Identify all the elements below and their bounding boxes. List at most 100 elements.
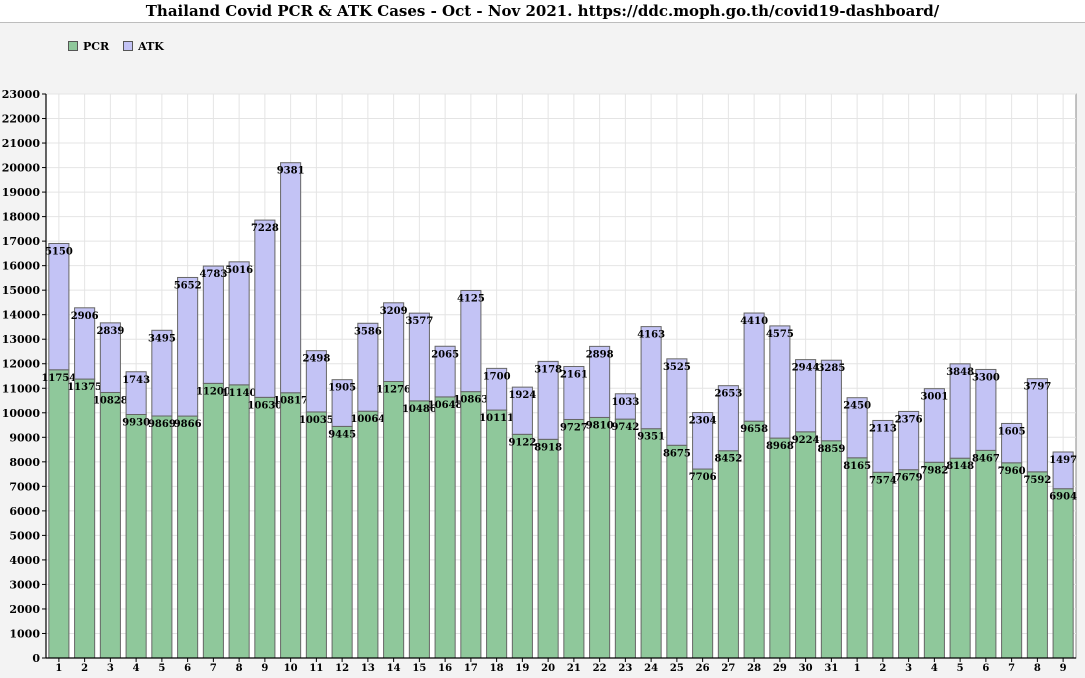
data-label-pcr: 9866 — [174, 419, 202, 430]
bar-pcr — [538, 439, 558, 658]
data-label-pcr: 7679 — [895, 473, 923, 484]
bar-atk — [744, 313, 764, 421]
x-tick-label: 18 — [490, 663, 504, 674]
data-label-pcr: 9445 — [328, 429, 356, 440]
data-label-pcr: 10064 — [350, 414, 385, 425]
y-tick-label: 2000 — [9, 603, 40, 616]
x-tick-label: 6 — [184, 663, 191, 674]
data-label-pcr: 9869 — [148, 419, 176, 430]
data-label-pcr: 9727 — [560, 422, 588, 433]
x-tick-label: 4 — [931, 663, 938, 674]
data-label-pcr: 7706 — [689, 472, 717, 483]
data-label-pcr: 11140 — [222, 388, 257, 399]
data-label-atk: 1905 — [328, 383, 356, 394]
data-label-pcr: 8148 — [946, 461, 974, 472]
data-label-atk: 1700 — [483, 371, 511, 382]
data-label-atk: 2065 — [431, 349, 459, 360]
bar-pcr — [796, 432, 816, 658]
bar-atk — [950, 364, 970, 458]
bar-pcr — [306, 412, 326, 658]
data-label-atk: 2906 — [71, 311, 99, 322]
data-label-pcr: 7960 — [998, 466, 1026, 477]
data-label-pcr: 8165 — [843, 461, 871, 472]
bar-pcr — [873, 472, 893, 658]
x-tick-label: 21 — [567, 663, 581, 674]
data-label-pcr: 11276 — [376, 384, 411, 395]
y-tick-label: 3000 — [9, 578, 40, 591]
bar-pcr — [744, 421, 764, 658]
bar-atk — [229, 262, 249, 385]
y-tick-label: 4000 — [9, 554, 40, 567]
data-label-atk: 4575 — [766, 329, 794, 340]
data-label-pcr: 8918 — [534, 442, 562, 453]
y-tick-label: 9000 — [9, 431, 40, 444]
x-tick-label: 9 — [261, 663, 268, 674]
data-label-atk: 2653 — [714, 389, 742, 400]
bar-pcr — [770, 438, 790, 658]
x-tick-label: 1 — [55, 663, 62, 674]
data-label-atk: 3001 — [920, 392, 948, 403]
y-tick-label: 23000 — [2, 88, 41, 101]
data-label-atk: 3178 — [534, 364, 562, 375]
x-tick-label: 30 — [799, 663, 813, 674]
data-label-atk: 1605 — [998, 426, 1026, 437]
data-label-atk: 5652 — [174, 280, 202, 291]
bar-atk — [461, 290, 481, 391]
bar-pcr — [564, 419, 584, 658]
y-tick-label: 11000 — [2, 382, 41, 395]
bar-pcr — [152, 416, 172, 658]
y-tick-label: 15000 — [2, 284, 41, 297]
bar-pcr — [487, 410, 507, 658]
x-tick-label: 11 — [309, 663, 323, 674]
bar-pcr — [512, 434, 532, 658]
data-label-atk: 4125 — [457, 293, 485, 304]
y-tick-label: 22000 — [2, 113, 41, 126]
x-tick-label: 8 — [236, 663, 243, 674]
bar-atk — [641, 327, 661, 429]
data-label-atk: 2498 — [302, 354, 330, 365]
data-label-atk: 1497 — [1049, 455, 1077, 466]
data-label-atk: 9381 — [277, 166, 305, 177]
bar-atk — [203, 266, 223, 383]
x-tick-label: 9 — [1060, 663, 1067, 674]
data-label-atk: 2304 — [689, 416, 717, 427]
bar-atk — [49, 243, 69, 369]
x-tick-label: 3 — [107, 663, 114, 674]
x-tick-label: 7 — [210, 663, 217, 674]
x-tick-label: 1 — [854, 663, 861, 674]
x-tick-label: 22 — [593, 663, 607, 674]
bar-pcr — [615, 419, 635, 658]
x-tick-label: 14 — [387, 663, 401, 674]
bar-pcr — [899, 470, 919, 658]
bar-pcr — [203, 383, 223, 658]
data-label-atk: 3525 — [663, 362, 691, 373]
data-label-atk: 3285 — [817, 363, 845, 374]
data-label-pcr: 8452 — [714, 454, 742, 465]
bar-pcr — [667, 445, 687, 658]
bar-pcr — [75, 379, 95, 658]
x-tick-label: 26 — [696, 663, 710, 674]
y-tick-label: 1000 — [9, 627, 40, 640]
data-label-atk: 2898 — [586, 349, 614, 360]
x-tick-label: 6 — [982, 663, 989, 674]
data-label-pcr: 9930 — [122, 417, 150, 428]
x-tick-label: 2 — [879, 663, 886, 674]
bar-pcr — [229, 385, 249, 658]
bar-pcr — [924, 462, 944, 658]
y-tick-label: 18000 — [2, 211, 41, 224]
x-tick-label: 5 — [957, 663, 964, 674]
x-tick-label: 24 — [644, 663, 658, 674]
data-label-pcr: 6904 — [1049, 492, 1077, 503]
x-tick-label: 7 — [1008, 663, 1015, 674]
y-tick-label: 6000 — [9, 505, 40, 518]
x-tick-label: 29 — [773, 663, 787, 674]
bar-pcr — [409, 401, 429, 658]
data-label-pcr: 8859 — [817, 444, 845, 455]
bar-atk — [255, 220, 275, 397]
x-tick-label: 8 — [1034, 663, 1041, 674]
bar-pcr — [358, 411, 378, 658]
bar-atk — [770, 326, 790, 438]
y-tick-label: 0 — [32, 652, 40, 665]
bar-pcr — [693, 469, 713, 658]
